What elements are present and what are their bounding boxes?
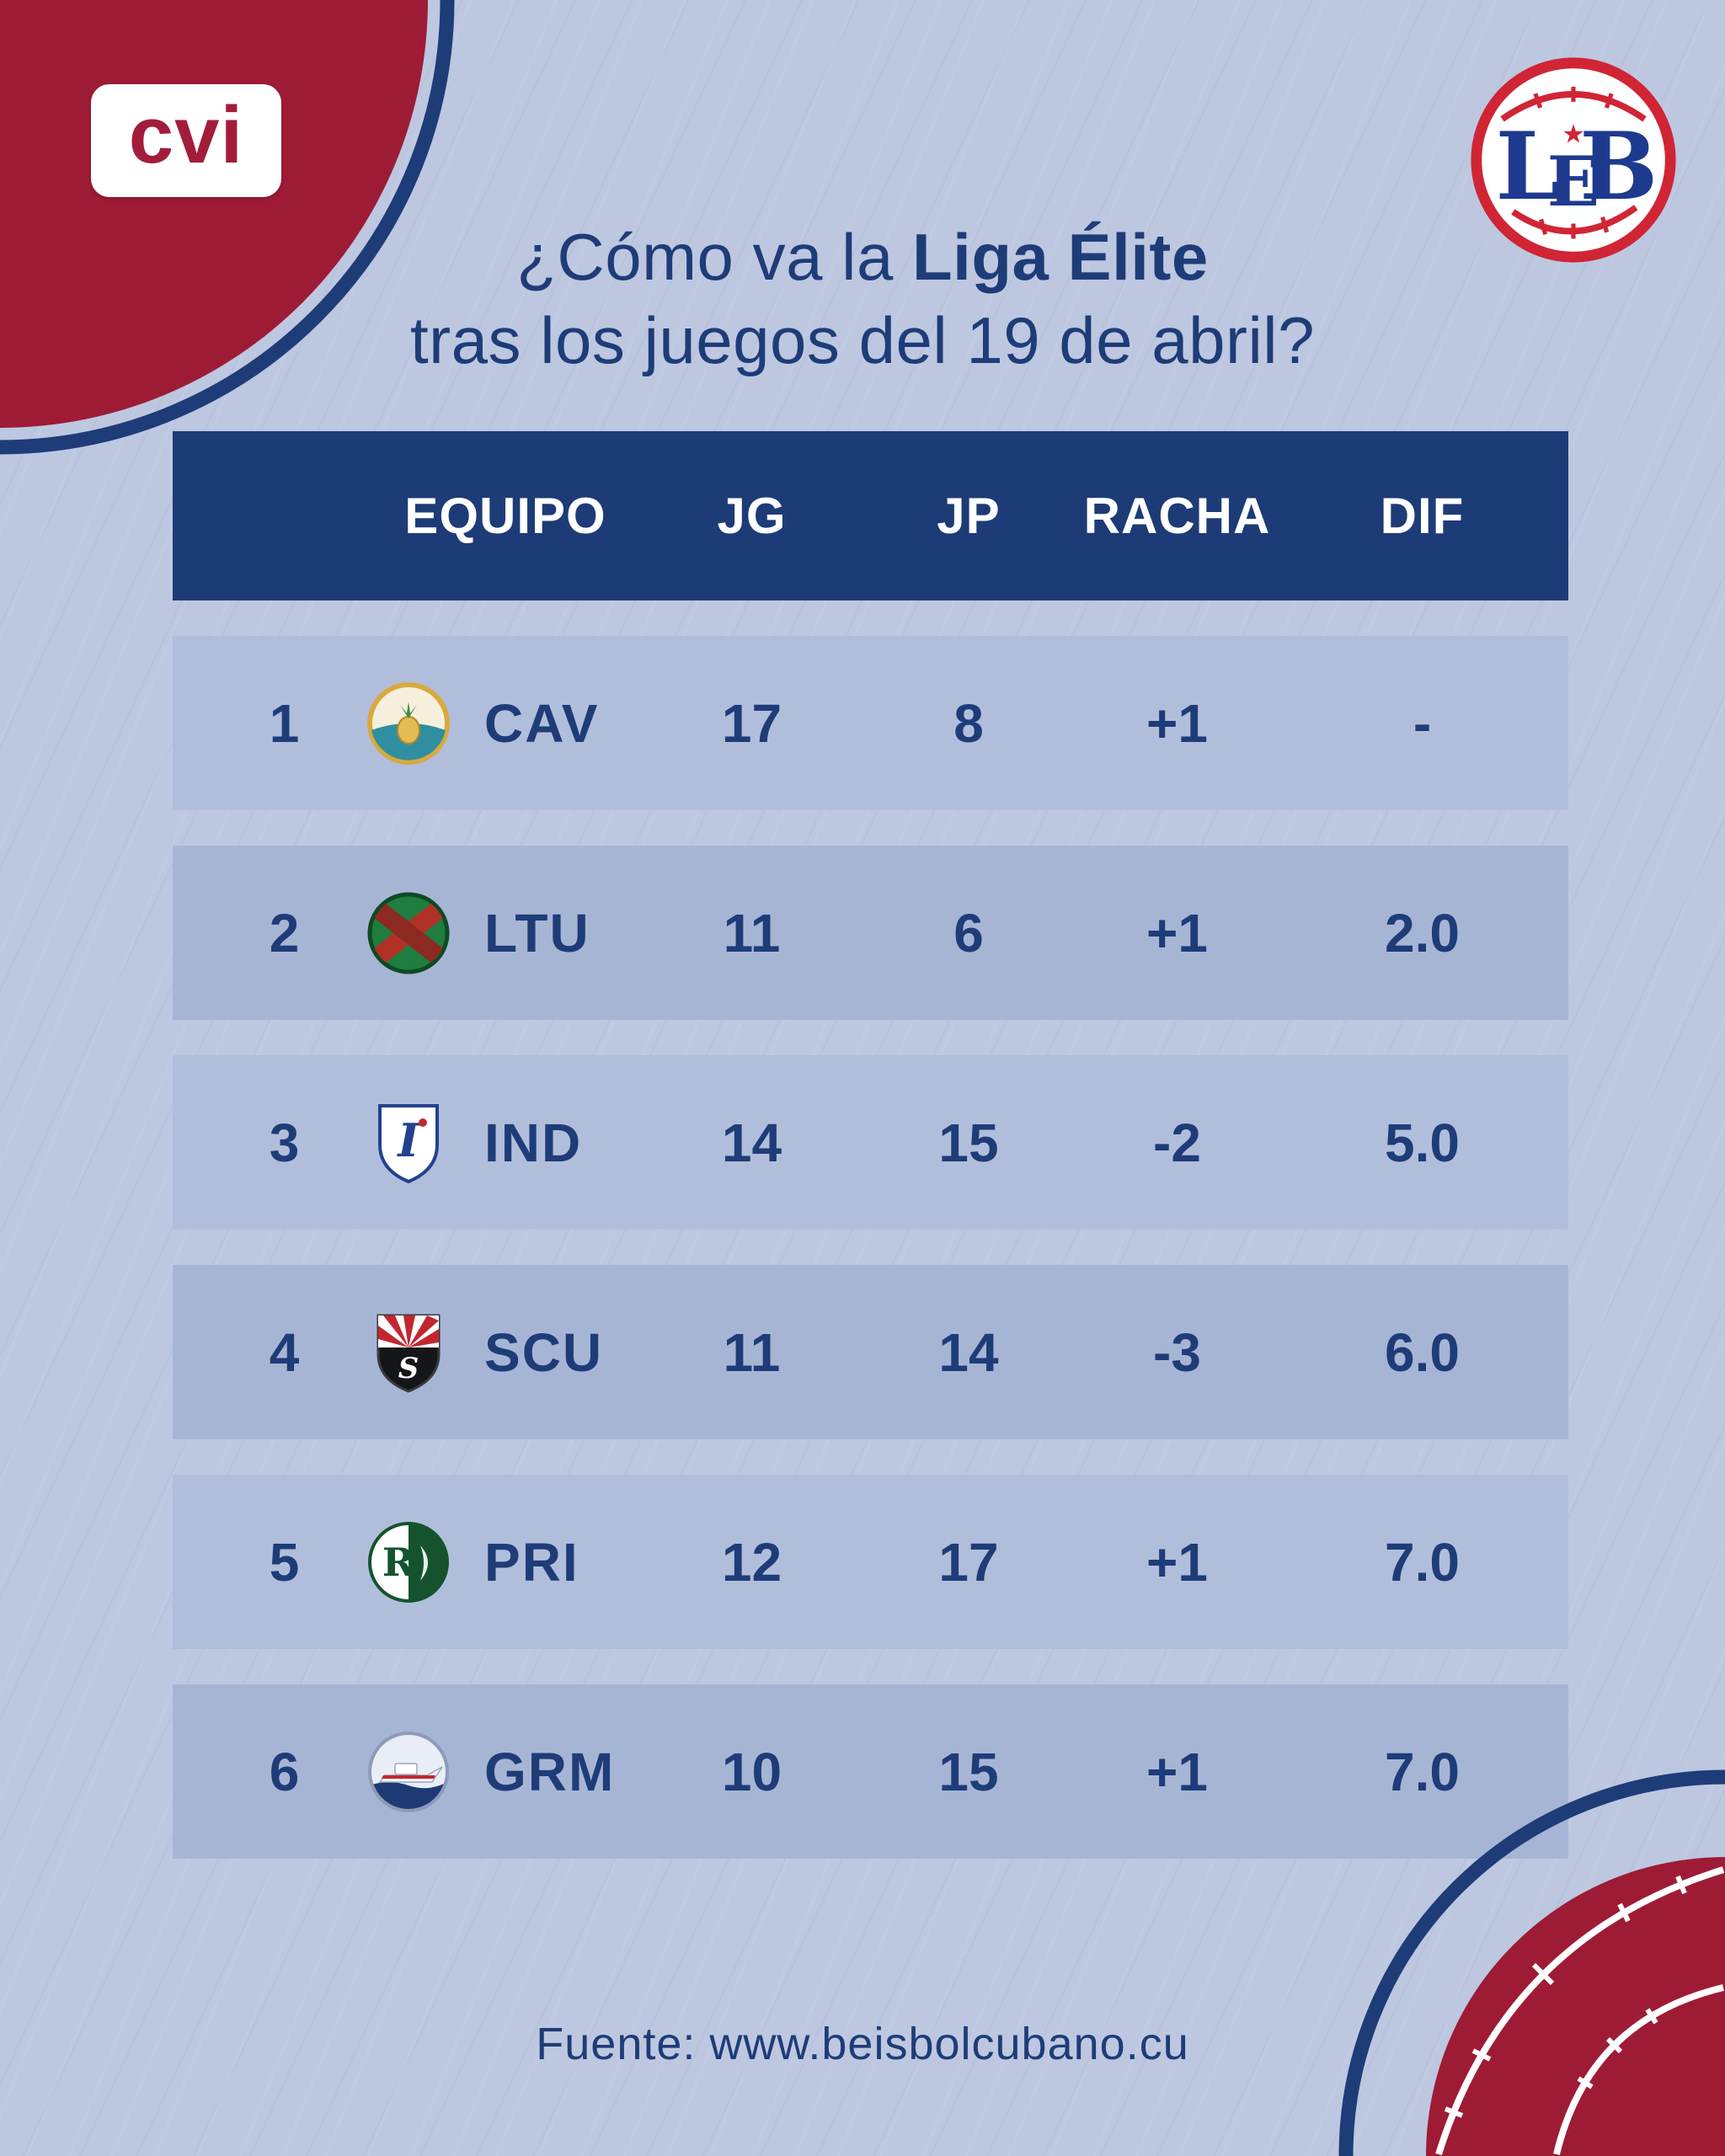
svg-text:★: ★ [1562, 120, 1585, 150]
wins: 11 [723, 902, 781, 963]
rank: 3 [269, 1112, 300, 1173]
title-line1: ¿Cómo va la Liga Élite [0, 216, 1725, 299]
losses: 15 [938, 1112, 999, 1173]
ltu-team-logo-icon [366, 889, 451, 978]
streak: +1 [1146, 902, 1208, 963]
streak: -2 [1153, 1112, 1201, 1173]
title-highlight: Liga Élite [912, 220, 1209, 294]
losses: 8 [953, 692, 984, 754]
standings-table: EQUIPO JG JP RACHA DIF 1 CAV 17 8 +1 - [173, 431, 1568, 1859]
losses: 6 [953, 902, 984, 963]
svg-text:S: S [398, 1352, 419, 1385]
streak: +1 [1146, 1531, 1208, 1593]
svg-text:B: B [1579, 112, 1658, 221]
header-dif: DIF [1380, 488, 1465, 544]
games-behind: 7.0 [1385, 1741, 1460, 1802]
svg-text:E: E [1547, 141, 1599, 222]
source-text: Fuente: www.beisbolcubano.cu [536, 2019, 1189, 2069]
grm-team-logo-icon [366, 1727, 451, 1817]
ind-team-logo-icon: I [366, 1098, 451, 1187]
games-behind: - [1413, 692, 1432, 754]
title-line2: tras los juegos del 19 de abril? [410, 303, 1315, 378]
games-behind: 2.0 [1385, 902, 1460, 963]
table-row: 4 S [173, 1265, 1568, 1439]
baseball-seam-icon [1338, 1769, 1725, 2156]
rank: 1 [269, 692, 300, 754]
svg-text:L: L [1496, 112, 1561, 221]
losses: 17 [938, 1531, 999, 1593]
table-row: 2 LTU 11 6 +1 2.0 [173, 846, 1568, 1020]
wins: 17 [721, 692, 782, 754]
losses: 15 [938, 1741, 999, 1802]
team-code: LTU [484, 902, 590, 963]
cvi-logo-text: cvi [128, 90, 244, 180]
losses: 14 [938, 1321, 999, 1383]
team-code: PRI [484, 1531, 579, 1593]
svg-text:R: R [382, 1540, 415, 1585]
streak: -3 [1153, 1321, 1201, 1383]
cvi-logo: cvi [91, 84, 281, 197]
scu-team-logo-icon: S [366, 1308, 451, 1397]
table-row: 3 I IND 14 15 -2 5.0 [173, 1055, 1568, 1230]
header-jp: JP [937, 488, 1001, 544]
table-row: 5 R PRI 12 17 +1 7.0 [173, 1475, 1568, 1649]
wins: 14 [721, 1112, 782, 1173]
streak: +1 [1146, 1741, 1208, 1802]
rank: 4 [269, 1321, 300, 1383]
title-regular: ¿Cómo va la [516, 220, 913, 294]
wins: 12 [721, 1531, 782, 1593]
team-code: CAV [484, 692, 600, 754]
rank: 6 [269, 1741, 300, 1802]
rank: 2 [269, 902, 300, 963]
team-code: IND [484, 1112, 583, 1173]
games-behind: 6.0 [1385, 1321, 1460, 1383]
header-racha: RACHA [1083, 488, 1271, 544]
pri-team-logo-icon: R [366, 1518, 451, 1607]
svg-text:I: I [396, 1113, 420, 1167]
wins: 10 [721, 1741, 782, 1802]
header-equipo: EQUIPO [404, 488, 606, 544]
games-behind: 7.0 [1385, 1531, 1460, 1593]
team-code: GRM [484, 1741, 616, 1802]
team-code: SCU [484, 1321, 604, 1383]
wins: 11 [723, 1321, 781, 1383]
games-behind: 5.0 [1385, 1112, 1460, 1173]
leb-league-logo-icon: ★ L E B [1471, 57, 1676, 263]
page-title: ¿Cómo va la Liga Élite tras los juegos d… [0, 216, 1725, 382]
streak: +1 [1146, 692, 1208, 754]
cav-team-logo-icon [366, 679, 451, 768]
header-jg: JG [717, 488, 787, 544]
table-row: 6 GRM 10 15 +1 7.0 [173, 1684, 1568, 1859]
table-header: EQUIPO JG JP RACHA DIF [173, 431, 1568, 600]
rank: 5 [269, 1531, 300, 1593]
table-row: 1 CAV 17 8 +1 - [173, 636, 1568, 810]
